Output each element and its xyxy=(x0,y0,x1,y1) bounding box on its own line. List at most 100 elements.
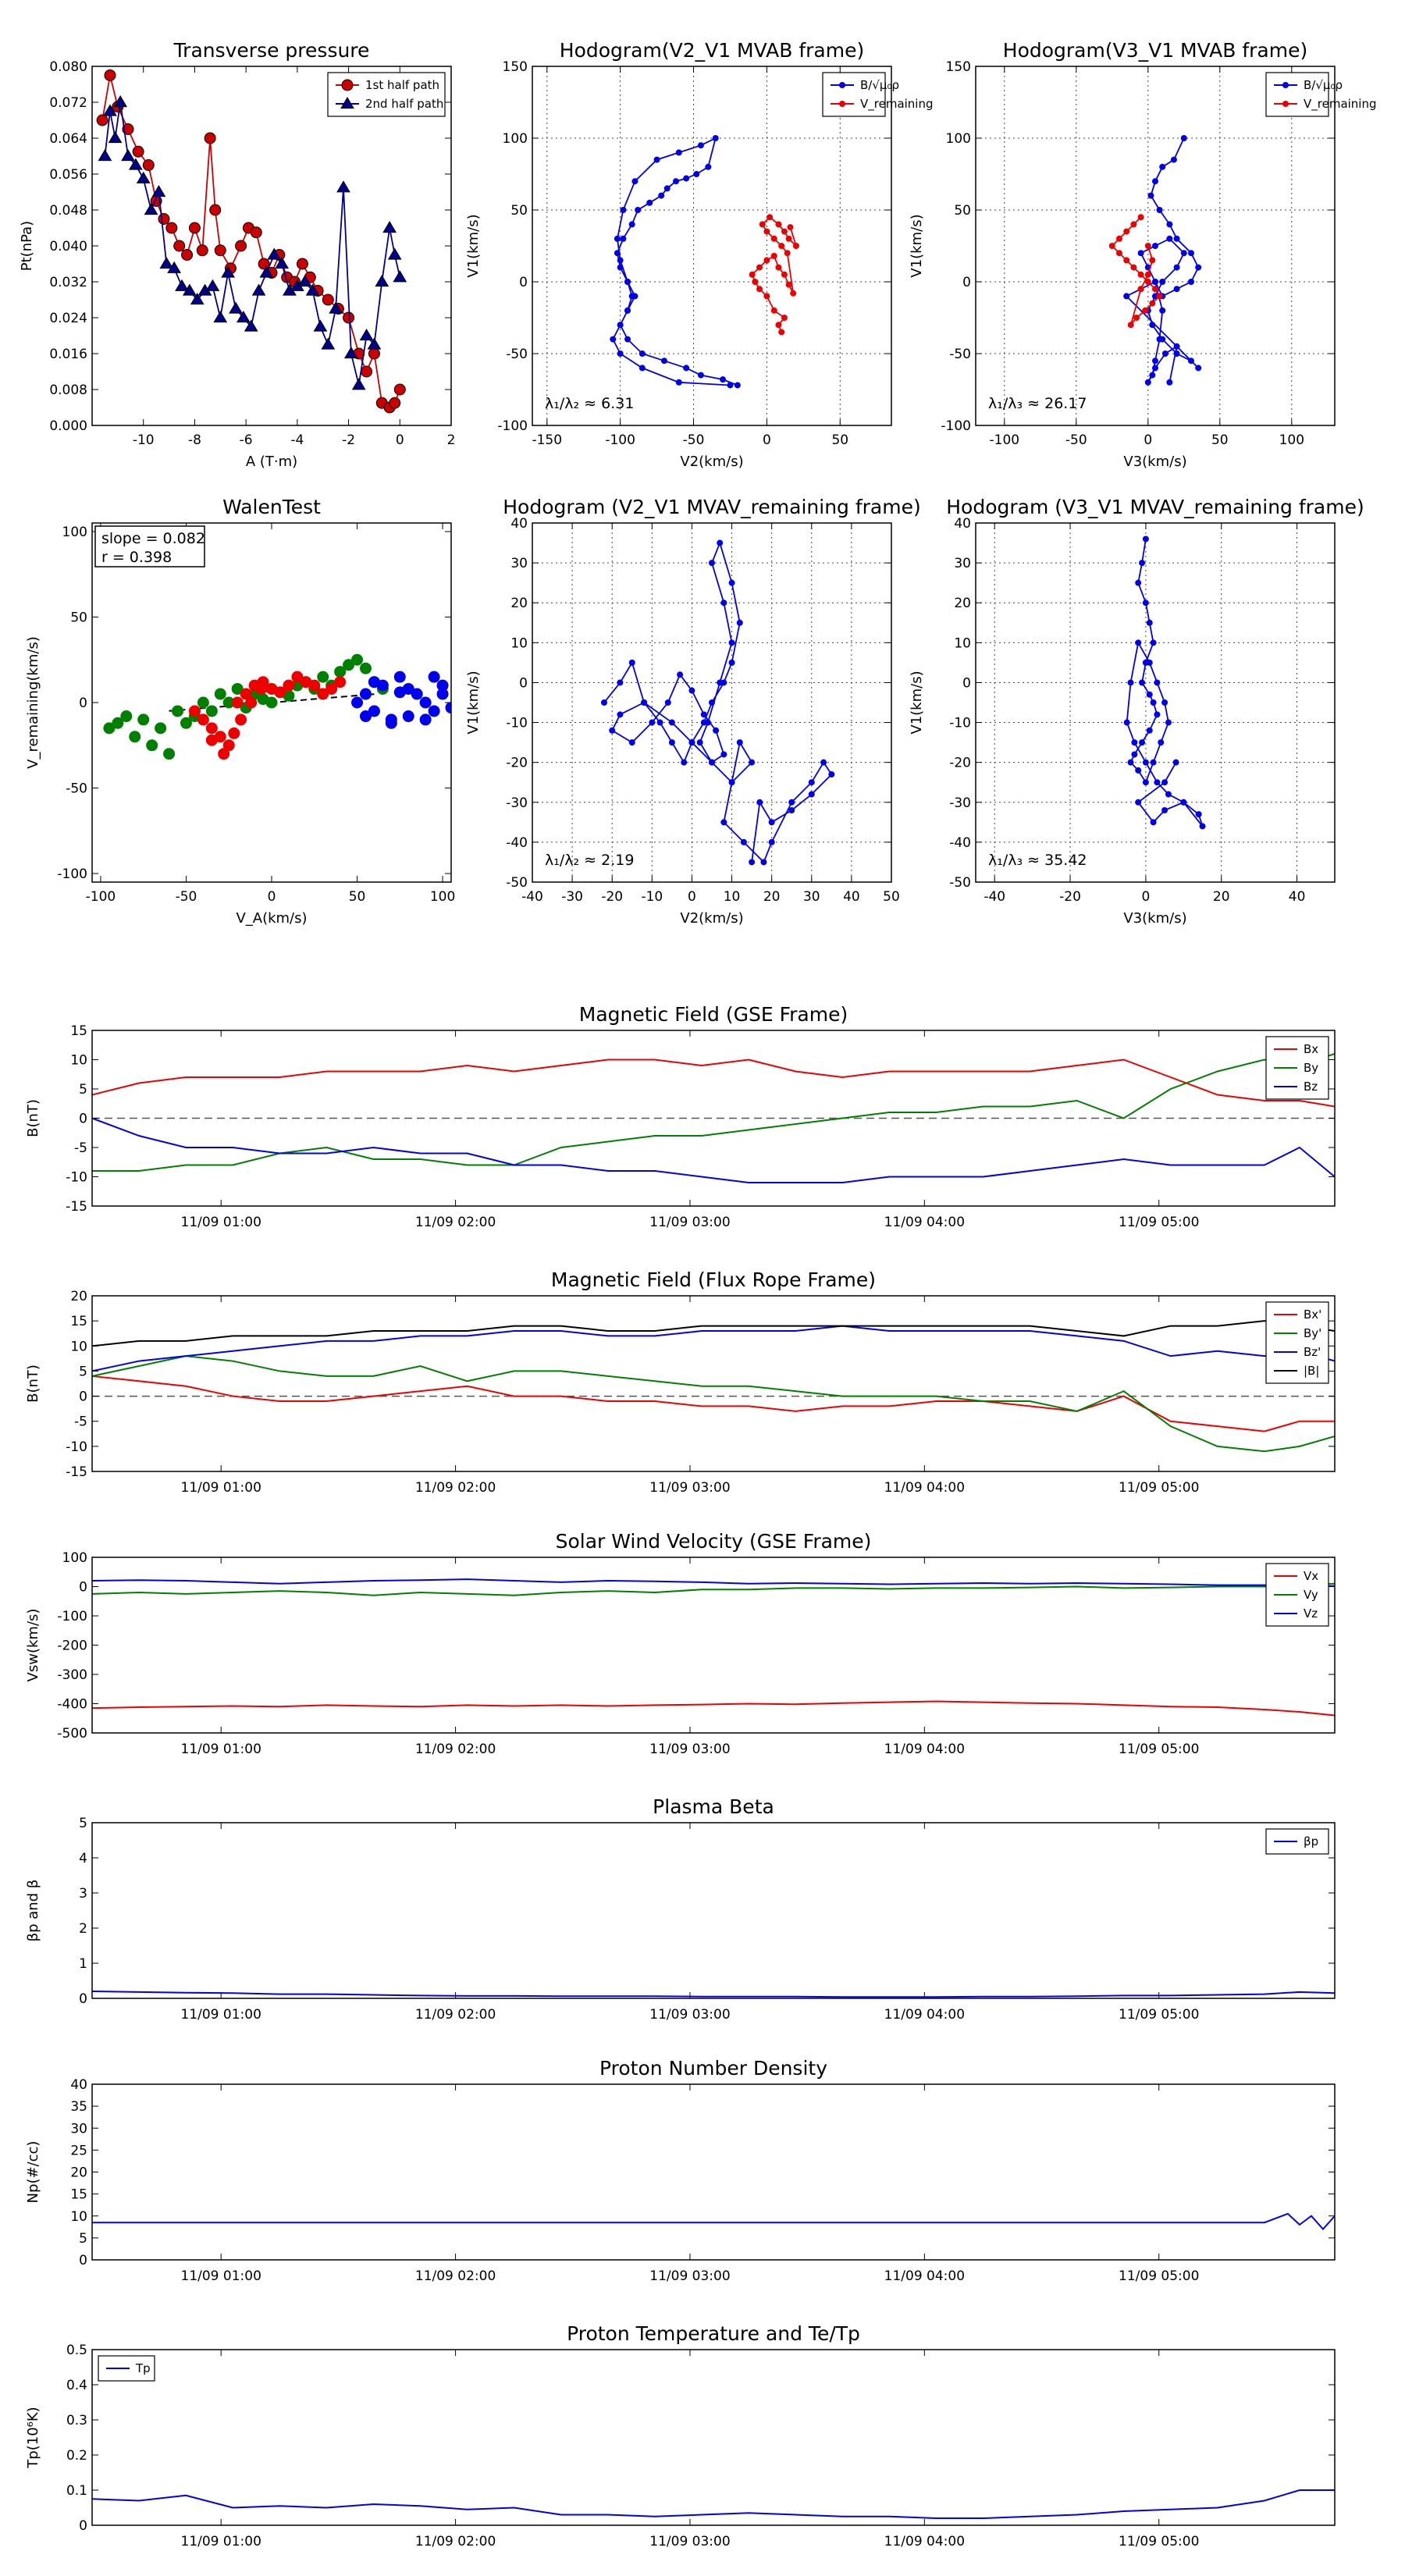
y-tick-label: -30 xyxy=(506,795,528,811)
x-tick-label: 20 xyxy=(763,889,781,905)
y-tick-label: -50 xyxy=(66,781,87,797)
y-tick-label: -15 xyxy=(66,1199,87,1215)
data-point xyxy=(1159,307,1166,314)
legend-box xyxy=(1265,1301,1329,1384)
y-tick-label: -20 xyxy=(949,756,971,771)
axes-frame xyxy=(91,522,452,883)
x-axis-label: V_A(km/s) xyxy=(236,910,307,927)
y-tick-label: 20 xyxy=(954,596,971,611)
data-point xyxy=(368,347,380,360)
data-point xyxy=(1173,286,1180,293)
data-point xyxy=(188,705,201,717)
y-tick-label: 4 xyxy=(79,1851,87,1866)
legend: B/√μ₀ρ V_remaining xyxy=(1265,72,1377,117)
data-point xyxy=(775,322,782,329)
legend: B/√μ₀ρ V_remaining xyxy=(822,72,934,117)
chart-hodo_v3v1_mvab: Hodogram(V3_V1 MVAB frame) -100 -50 0 50 100 1… xyxy=(909,39,1377,470)
data-point xyxy=(159,257,174,269)
data-point xyxy=(393,270,407,283)
data-point xyxy=(740,838,747,845)
data-point xyxy=(677,671,684,678)
chart-pressure: Transverse pressure 0.000 0.008 0.016 0.024 0… xyxy=(19,39,455,470)
data-point xyxy=(173,240,186,252)
y-tick-label: 100 xyxy=(62,1550,87,1566)
plot-area xyxy=(610,135,799,389)
data-point xyxy=(1154,711,1161,718)
data-point xyxy=(103,722,116,735)
data-point xyxy=(628,221,635,228)
data-point xyxy=(778,243,785,249)
x-axis-label: A (T·m) xyxy=(246,454,297,470)
data-point xyxy=(155,722,167,735)
slope-text: slope = 0.082 xyxy=(101,530,205,547)
data-point xyxy=(763,228,770,235)
data-point xyxy=(1149,322,1156,329)
data-point xyxy=(620,207,627,213)
data-point xyxy=(250,226,262,239)
data-point xyxy=(1150,639,1157,646)
data-point xyxy=(1108,243,1115,249)
data-point xyxy=(638,350,646,357)
x-tick-label: -6 xyxy=(240,432,253,448)
data-point xyxy=(712,135,719,141)
y-tick-label: -20 xyxy=(506,756,528,771)
data-point xyxy=(321,337,336,350)
y-tick-label: 40 xyxy=(70,2077,87,2093)
x-tick-label: 11/09 04:00 xyxy=(884,2268,965,2284)
y-tick-label: 100 xyxy=(946,131,971,147)
data-point xyxy=(317,671,329,683)
x-tick-label: 40 xyxy=(843,889,860,905)
y-tick-label: -500 xyxy=(57,1726,87,1742)
y-tick-label: 10 xyxy=(70,1053,87,1069)
data-point xyxy=(1152,293,1158,300)
data-point xyxy=(103,104,117,116)
data-point xyxy=(163,748,176,760)
data-point xyxy=(259,265,274,278)
x-tick-label: -50 xyxy=(683,432,705,448)
data-point xyxy=(236,311,251,323)
data-point xyxy=(137,713,150,726)
x-tick-label: 0 xyxy=(1144,432,1152,448)
legend-label: Bz' xyxy=(1304,1345,1321,1359)
data-point xyxy=(631,178,638,185)
y-tick-label: -100 xyxy=(497,418,528,434)
data-point xyxy=(205,705,218,717)
data-point xyxy=(1127,759,1134,766)
x-axis-label: V3(km/s) xyxy=(1123,454,1186,470)
axes-frame xyxy=(91,2083,1336,2261)
y-axis-label: B(nT) xyxy=(25,1099,41,1137)
data-point xyxy=(1150,819,1157,826)
y-tick-label: 0 xyxy=(519,675,528,691)
data-point xyxy=(713,727,720,734)
series-line xyxy=(92,1320,1335,1347)
data-point xyxy=(728,579,735,586)
data-point xyxy=(112,717,124,729)
r-text: r = 0.398 xyxy=(101,549,172,566)
x-tick-label: -2 xyxy=(342,432,355,448)
y-tick-label: 0.4 xyxy=(66,2378,87,2393)
plot-area xyxy=(92,2489,1335,2519)
data-point xyxy=(1150,759,1157,766)
data-point xyxy=(1159,163,1166,170)
chart-title: Transverse pressure xyxy=(173,39,370,62)
data-point xyxy=(235,713,247,726)
data-point xyxy=(785,235,792,242)
data-point xyxy=(244,319,258,332)
data-point xyxy=(1133,315,1140,321)
y-tick-label: 0 xyxy=(962,275,971,290)
data-point xyxy=(1123,719,1130,726)
data-point xyxy=(175,279,189,291)
y-tick-label: 5 xyxy=(79,2231,87,2247)
legend-marker xyxy=(1282,82,1289,88)
data-point xyxy=(375,275,389,287)
plot-area xyxy=(92,1320,1335,1453)
data-point xyxy=(784,250,791,257)
x-tick-label: -100 xyxy=(990,432,1020,448)
data-point xyxy=(122,123,134,135)
data-point xyxy=(228,727,240,739)
y-tick-label: 5 xyxy=(79,1816,87,1831)
data-point xyxy=(351,653,364,666)
x-tick-label: 0 xyxy=(268,889,276,905)
legend-label: 2nd half path xyxy=(365,97,443,111)
data-point xyxy=(760,859,767,866)
